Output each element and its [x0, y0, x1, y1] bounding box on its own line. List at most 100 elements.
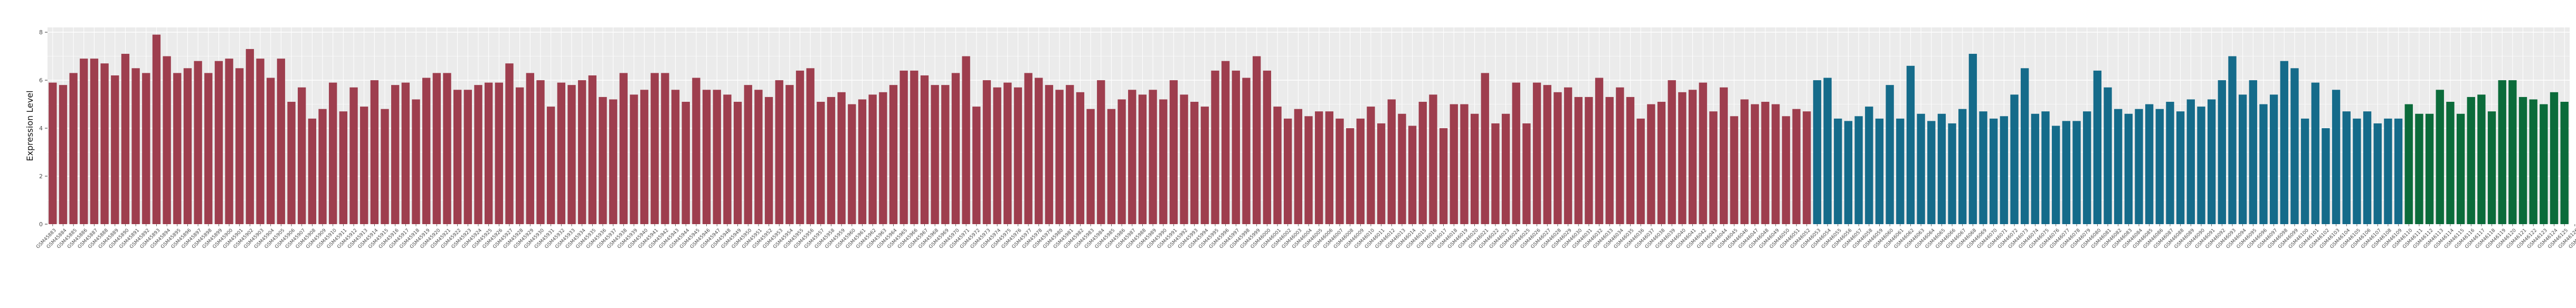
bar	[723, 94, 732, 224]
bar	[2010, 94, 2019, 224]
bar	[2186, 99, 2195, 224]
bar	[599, 97, 607, 224]
bar	[1626, 97, 1635, 224]
bar	[982, 80, 991, 224]
bar	[2529, 99, 2537, 224]
y-axis-label: Expression Level	[25, 90, 35, 161]
bar	[1242, 78, 1251, 224]
bar	[1387, 99, 1396, 224]
bar	[173, 73, 182, 225]
bar	[443, 73, 451, 225]
bar	[962, 56, 970, 225]
bar	[1968, 54, 1977, 224]
bar	[536, 80, 545, 224]
bar	[567, 85, 576, 225]
bar	[308, 118, 317, 224]
bar	[2508, 80, 2517, 224]
bar	[1304, 116, 1313, 224]
bar	[298, 87, 306, 224]
bar	[194, 61, 202, 225]
bar	[1117, 99, 1126, 224]
bar	[2197, 107, 2205, 224]
bar	[661, 73, 669, 225]
bar	[2000, 116, 2009, 224]
bar	[1647, 104, 1655, 224]
bar	[2467, 97, 2475, 224]
bar	[692, 78, 700, 224]
bar	[2394, 118, 2403, 224]
bar	[951, 73, 960, 225]
bar	[640, 90, 649, 224]
bar	[764, 97, 773, 224]
bar	[1138, 94, 1147, 224]
bar	[2166, 102, 2174, 224]
bar	[1564, 87, 1573, 224]
bar	[225, 59, 233, 224]
bar	[2218, 80, 2226, 224]
bar	[2072, 121, 2081, 224]
bar	[1066, 85, 1074, 225]
bar	[588, 75, 596, 224]
bar	[1699, 82, 1707, 224]
bar	[910, 70, 918, 224]
bar	[754, 90, 763, 224]
bar	[1408, 126, 1417, 224]
bar	[733, 102, 742, 224]
bar	[2176, 111, 2185, 224]
bar	[795, 70, 804, 224]
bar	[1730, 116, 1738, 224]
bar	[2104, 87, 2112, 224]
bar	[1906, 65, 1915, 224]
bar	[422, 78, 431, 224]
bar	[1460, 104, 1469, 224]
bar	[2560, 102, 2569, 224]
bar	[391, 85, 400, 225]
bar	[2353, 118, 2361, 224]
bar	[858, 99, 867, 224]
bar	[1294, 109, 1303, 224]
bar	[339, 111, 348, 224]
bars	[49, 34, 2569, 225]
bar	[1792, 109, 1801, 224]
bar	[1678, 92, 1687, 224]
bar	[1501, 113, 1510, 224]
bar	[681, 102, 690, 224]
bar	[2228, 56, 2237, 225]
bar	[131, 68, 140, 224]
bar	[817, 102, 825, 224]
bar	[80, 59, 88, 224]
bar	[1616, 87, 1624, 224]
bar	[2436, 90, 2444, 224]
bar	[1439, 128, 1448, 224]
bar	[1035, 78, 1043, 224]
bar	[713, 90, 721, 224]
bar	[1813, 80, 1822, 224]
bar	[1491, 123, 1500, 224]
bar	[1761, 102, 1769, 224]
bar	[235, 68, 244, 224]
bar	[1917, 113, 1925, 224]
bar	[318, 109, 327, 224]
bar	[2155, 109, 2164, 224]
bar	[1429, 94, 1437, 224]
bar	[1543, 85, 1551, 225]
bar	[1585, 97, 1593, 224]
bar	[1750, 104, 1759, 224]
bar	[163, 56, 171, 225]
bar	[1418, 102, 1427, 224]
bar	[90, 59, 99, 224]
bar	[1356, 118, 1365, 224]
bar	[2021, 68, 2029, 224]
bar	[1481, 73, 1489, 225]
bar	[1314, 111, 1323, 224]
bar	[1253, 56, 1261, 225]
bar	[806, 68, 815, 224]
bar	[100, 63, 109, 225]
bar	[1948, 123, 1956, 224]
bar	[2363, 111, 2372, 224]
bar	[495, 82, 503, 224]
bar	[931, 85, 939, 225]
bar	[453, 90, 462, 224]
bar	[2415, 113, 2423, 224]
